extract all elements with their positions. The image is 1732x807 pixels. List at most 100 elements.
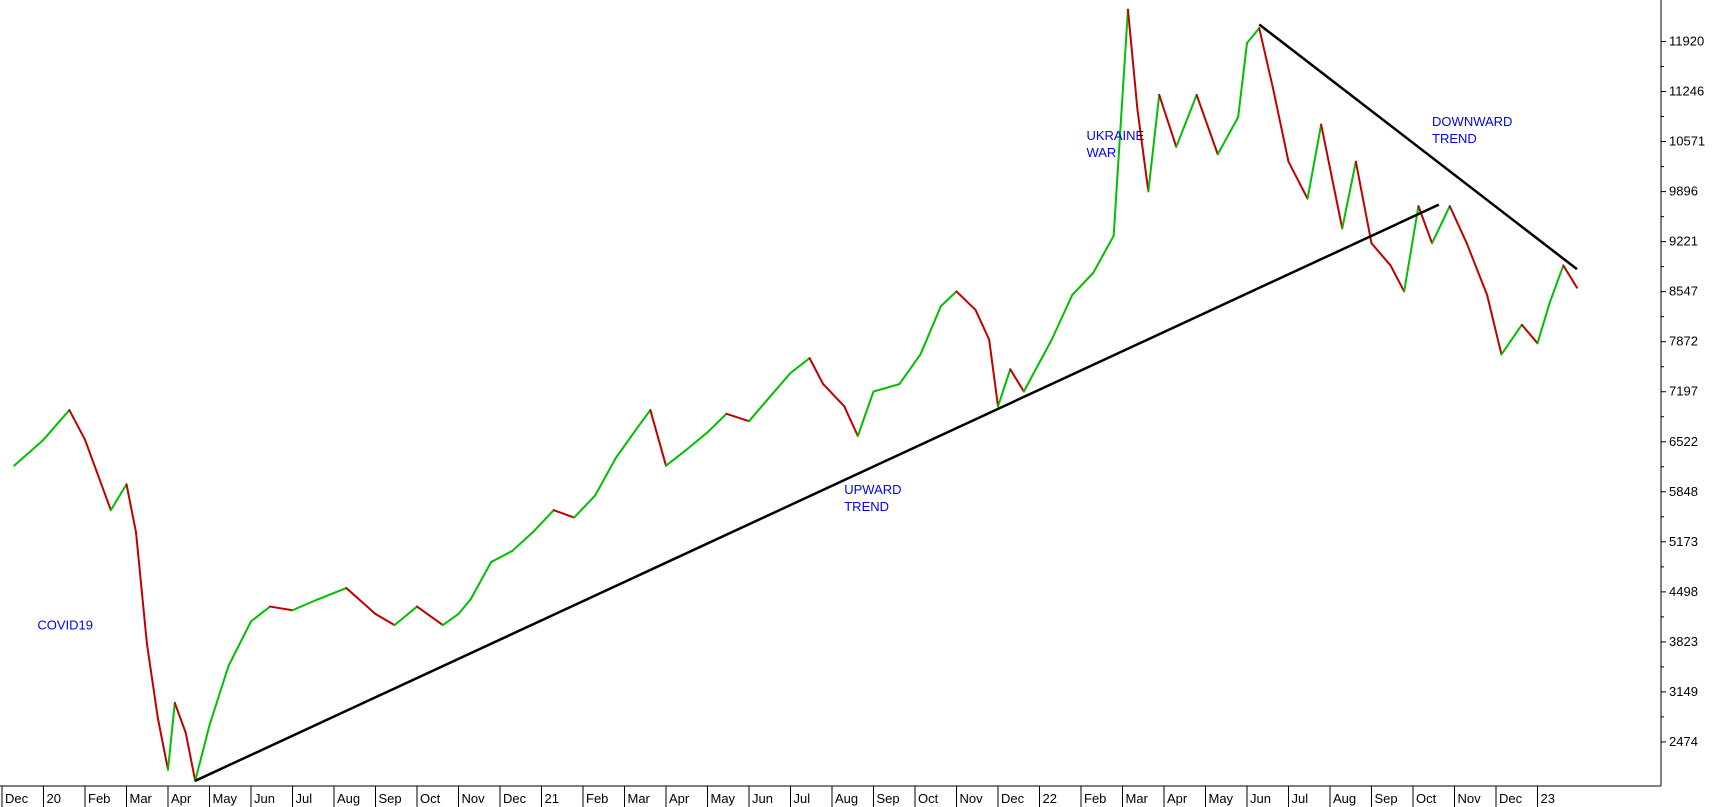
x-tick-label: Feb	[586, 791, 608, 806]
x-tick-label: Mar	[1126, 791, 1149, 806]
x-tick-label: Oct	[918, 791, 939, 806]
y-tick-label: 10571	[1669, 134, 1705, 149]
x-tick-label: May	[711, 791, 736, 806]
price-segment-down	[955, 290, 977, 311]
x-tick-label: Jun	[1250, 791, 1271, 806]
x-axis: Dec 20 Feb Mar Apr May Jun Jul Aug Sep Oct Nov Dec 21…	[1, 786, 1555, 807]
price-segment-down	[125, 483, 138, 534]
price-segment-up	[748, 397, 770, 423]
price-segment-up	[573, 494, 597, 519]
price-segment-up	[317, 587, 348, 601]
price-segment-up	[706, 412, 728, 434]
price-segment-up	[1431, 205, 1451, 245]
y-tick-label: 6522	[1669, 434, 1698, 449]
price-segment-down	[1520, 323, 1539, 345]
price-segment-up	[919, 305, 942, 356]
price-segment-down	[988, 338, 999, 408]
price-segment-up	[1175, 93, 1198, 148]
price-segment-down	[1136, 108, 1150, 193]
price-segment-down	[1486, 294, 1503, 356]
y-tick-label: 3149	[1669, 684, 1698, 699]
chart-annotation: UKRAINE	[1086, 128, 1144, 143]
price-segment-down	[1562, 264, 1578, 289]
annotations: COVID19 UPWARD TREND UKRAINE WAR DOWNWARD TREN…	[37, 114, 1512, 632]
price-segment-down	[822, 383, 846, 408]
price-segment-down	[649, 409, 667, 467]
price-segment-up	[898, 353, 922, 386]
price-segment-up	[1403, 205, 1420, 293]
x-tick-label: Nov	[462, 791, 486, 806]
x-tick-label: Feb	[1084, 791, 1106, 806]
x-tick-label: Sep	[877, 791, 900, 806]
price-segment-down	[1354, 160, 1373, 245]
chart-annotation: WAR	[1086, 145, 1116, 160]
y-axis: 2474 3149 3823 4498 5173 5848 6522 7197 7872 8547…	[1661, 34, 1705, 749]
trendline	[194, 203, 1440, 782]
x-tick-label: 21	[545, 791, 559, 806]
y-tick-label: 2474	[1669, 734, 1698, 749]
price-segment-down	[1126, 8, 1139, 111]
price-segment-up	[167, 701, 176, 771]
price-segment-up	[594, 457, 617, 497]
x-tick-label: Apr	[669, 791, 690, 806]
price-segment-up	[767, 371, 792, 400]
price-segment-down	[725, 412, 750, 423]
trendline	[1258, 23, 1578, 271]
price-segment-down	[1448, 205, 1468, 245]
price-segment-up	[1237, 42, 1248, 119]
price-segment-down	[808, 357, 825, 386]
x-tick-label: Jul	[794, 791, 811, 806]
price-segment-up	[531, 509, 555, 534]
price-segment-down	[145, 642, 159, 719]
price-segment-down	[345, 587, 377, 615]
price-segment-up	[457, 598, 472, 615]
chart-annotation: UPWARD	[844, 482, 901, 497]
price-segment-up	[490, 549, 514, 564]
price-segment-down	[156, 716, 169, 771]
x-tick-label: 23	[1541, 791, 1555, 806]
price-segment-up	[1216, 116, 1240, 156]
price-series	[13, 8, 1578, 782]
price-segment-down	[173, 701, 187, 734]
price-segment-up	[1092, 234, 1115, 274]
price-segment-down	[1195, 93, 1219, 156]
price-segment-up	[614, 427, 638, 460]
y-tick-label: 5173	[1669, 534, 1698, 549]
x-tick-label: Nov	[960, 791, 984, 806]
price-segment-down	[374, 612, 396, 627]
x-tick-label: Aug	[835, 791, 858, 806]
y-tick-label: 11920	[1669, 34, 1704, 49]
price-segment-up	[684, 431, 709, 452]
price-segment-down	[68, 409, 86, 441]
x-tick-label: Dec	[5, 791, 29, 806]
price-segment-down	[1320, 123, 1344, 230]
price-segment-down	[1370, 242, 1392, 267]
x-tick-label: Jul	[1292, 791, 1309, 806]
chart-annotation: COVID19	[37, 618, 93, 633]
price-segment-up	[441, 612, 460, 627]
price-segment-down	[184, 731, 197, 782]
y-tick-label: 9896	[1669, 184, 1698, 199]
x-tick-label: Apr	[1167, 791, 1188, 806]
price-segment-up	[13, 438, 45, 467]
chart-annotation: TREND	[1432, 131, 1477, 146]
price-segment-up	[939, 290, 958, 308]
x-tick-label: Aug	[1333, 791, 1356, 806]
x-tick-label: Mar	[130, 791, 153, 806]
price-segment-down	[552, 509, 576, 519]
x-tick-label: 20	[47, 791, 61, 806]
x-tick-label: 22	[1043, 791, 1057, 806]
x-tick-label: Dec	[1001, 791, 1025, 806]
y-tick-label: 7872	[1669, 334, 1698, 349]
x-tick-label: Apr	[171, 791, 192, 806]
price-segment-up	[665, 449, 687, 467]
chart-annotation: TREND	[844, 499, 889, 514]
price-segment-down	[974, 308, 991, 341]
y-tick-label: 3823	[1669, 634, 1698, 649]
x-tick-label: Mar	[628, 791, 651, 806]
price-segment-up	[250, 605, 272, 623]
price-segment-up	[1341, 160, 1357, 230]
x-tick-label: Jun	[752, 791, 773, 806]
price-segment-up	[1536, 301, 1551, 345]
x-tick-label: Sep	[1375, 791, 1398, 806]
